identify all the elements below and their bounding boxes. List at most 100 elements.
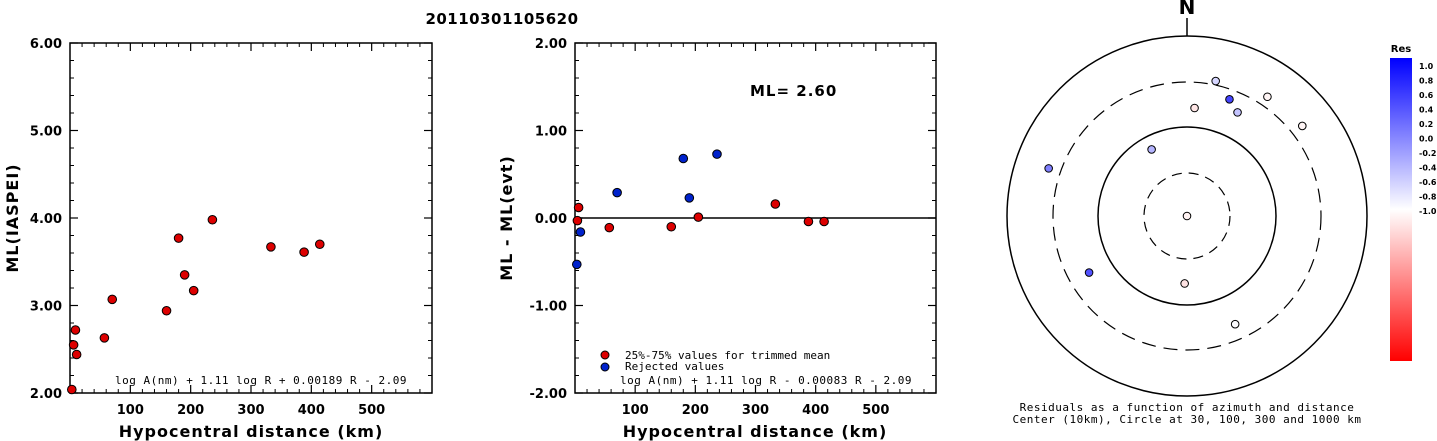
rejected-data-point	[712, 149, 722, 159]
polar-data-points	[1044, 76, 1307, 329]
rejected-data-point	[612, 187, 622, 198]
rejected-data-point	[572, 259, 582, 270]
residual-point	[1044, 164, 1053, 173]
middle-y-tick-label: 1.00	[535, 125, 567, 140]
residual-point	[1263, 92, 1272, 102]
colorbar-tick-label: -0.4	[1419, 164, 1437, 173]
left-y-tick-label: 2.00	[30, 387, 62, 402]
colorbar-tick-label: -0.6	[1419, 178, 1437, 187]
left-y-tick-label: 3.00	[30, 300, 62, 315]
data-point	[161, 305, 172, 316]
polar-caption-line-2: Center (10km), Circle at 30, 100, 300 an…	[1012, 413, 1361, 426]
data-point	[314, 239, 325, 250]
colorbar-tick-label: 0.6	[1419, 91, 1434, 100]
ring-300km	[1052, 81, 1322, 351]
colorbar-tick-label: -0.2	[1419, 149, 1437, 158]
accepted-data-point	[803, 216, 814, 227]
middle-x-tick-label: 400	[802, 403, 829, 418]
middle-x-tick-label: 200	[682, 403, 709, 418]
data-point	[68, 340, 79, 350]
azimuth-residual-plot: N Residuals as a function of azimuth and…	[1006, 0, 1368, 426]
middle-y-tick-label: -1.00	[530, 300, 567, 315]
middle-x-tick-label: 500	[862, 403, 889, 418]
colorbar-tick-label: -0.8	[1419, 193, 1437, 202]
accepted-data-point	[604, 222, 615, 233]
data-point	[179, 270, 190, 280]
middle-x-axis-ticks: 100 200 300 400 500	[586, 43, 925, 418]
left-x-tick-label: 200	[177, 403, 204, 418]
residual-point	[1233, 108, 1242, 117]
left-x-tick-label: 500	[358, 403, 385, 418]
residual-point	[1297, 121, 1307, 131]
rejected-data-point	[678, 153, 689, 164]
left-y-tick-label: 5.00	[30, 125, 62, 140]
accepted-data-point	[770, 199, 781, 209]
colorbar-gradient	[1390, 58, 1412, 361]
colorbar-tick-label: -1.0	[1419, 207, 1437, 216]
middle-y-tick-label: 2.00	[535, 37, 567, 52]
data-point	[173, 233, 184, 243]
accepted-data-point	[819, 216, 829, 227]
residual-point	[1225, 95, 1234, 104]
middle-y-axis-ticks: -2.00 -1.00 0.00 1.00 2.00	[530, 37, 936, 402]
data-point	[299, 247, 309, 257]
left-y-axis-label: ML(IASPEI)	[3, 163, 22, 272]
left-data-points	[67, 214, 325, 395]
rejected-data-point	[575, 227, 586, 237]
residual-point	[1147, 145, 1156, 154]
middle-y-axis-label: ML - ML(evt)	[497, 155, 516, 281]
residual-colorbar: Res 1.0 0.8 0.6 0.4 0.2 0.0 -0.2 -0.4 -0.6 -0.8 -1…	[1390, 44, 1437, 361]
left-x-tick-label: 100	[117, 403, 144, 418]
residual-point	[1190, 103, 1199, 113]
colorbar-tick-label: 0.4	[1419, 106, 1434, 115]
left-x-axis-ticks: 100 200 300 400 500	[81, 43, 421, 418]
rejected-data-point	[684, 193, 695, 203]
data-point	[70, 325, 81, 335]
legend-rejected-label: Rejected values	[625, 360, 724, 373]
ring-30km	[1143, 172, 1231, 260]
colorbar-ticks: 1.0 0.8 0.6 0.4 0.2 0.0 -0.2 -0.4 -0.6 -0.8 -1.0	[1419, 62, 1437, 216]
ring-1000km	[1006, 35, 1368, 397]
residual-point	[1230, 319, 1240, 329]
residual-point	[1182, 211, 1192, 221]
colorbar-tick-label: 0.0	[1419, 135, 1434, 144]
data-point	[67, 384, 77, 395]
data-point	[188, 285, 199, 296]
legend-accepted-marker	[600, 350, 610, 360]
residual-point	[1180, 279, 1189, 288]
north-label: N	[1179, 0, 1196, 19]
colorbar-title: Res	[1391, 44, 1411, 55]
accepted-data-point	[573, 202, 584, 213]
left-formula: log A(nm) + 1.11 log R + 0.00189 R - 2.0…	[115, 374, 407, 387]
accepted-data-point	[693, 212, 704, 222]
data-point	[266, 242, 276, 252]
left-y-axis-ticks: 2.00 3.00 4.00 5.00 6.00	[30, 37, 432, 402]
legend-accepted-label: 25%-75% values for trimmed mean	[625, 349, 830, 362]
middle-y-tick-label: 0.00	[535, 212, 567, 227]
legend-rejected-marker	[600, 362, 610, 372]
middle-chart: -2.00 -1.00 0.00 1.00 2.00 100 200 300 400 500 H…	[497, 37, 937, 441]
residual-point	[1211, 76, 1220, 86]
left-y-tick-label: 4.00	[30, 212, 62, 227]
left-x-tick-label: 400	[298, 403, 325, 418]
data-point	[99, 333, 110, 343]
left-x-tick-label: 300	[237, 403, 264, 418]
middle-x-axis-label: Hypocentral distance (km)	[623, 422, 888, 441]
colorbar-tick-label: 0.8	[1419, 77, 1434, 86]
middle-formula: log A(nm) + 1.11 log R - 0.00083 R - 2.0…	[620, 374, 912, 387]
colorbar-tick-label: 1.0	[1419, 62, 1434, 71]
event-magnitude-label: ML= 2.60	[750, 82, 837, 100]
middle-data-points	[572, 149, 829, 270]
middle-x-tick-label: 100	[622, 403, 649, 418]
middle-x-tick-label: 300	[742, 403, 769, 418]
event-id-title: 20110301105620	[425, 10, 578, 28]
data-point	[107, 294, 118, 305]
polar-caption-line-1: Residuals as a function of azimuth and d…	[1020, 401, 1355, 414]
middle-y-tick-label: -2.00	[530, 387, 567, 402]
left-y-tick-label: 6.00	[30, 37, 62, 52]
residual-point	[1084, 268, 1094, 277]
accepted-data-point	[572, 215, 583, 226]
left-chart: 2.00 3.00 4.00 5.00 6.00 100 200 300 400 500 Hyp…	[3, 37, 433, 441]
left-plot-frame	[69, 42, 433, 394]
